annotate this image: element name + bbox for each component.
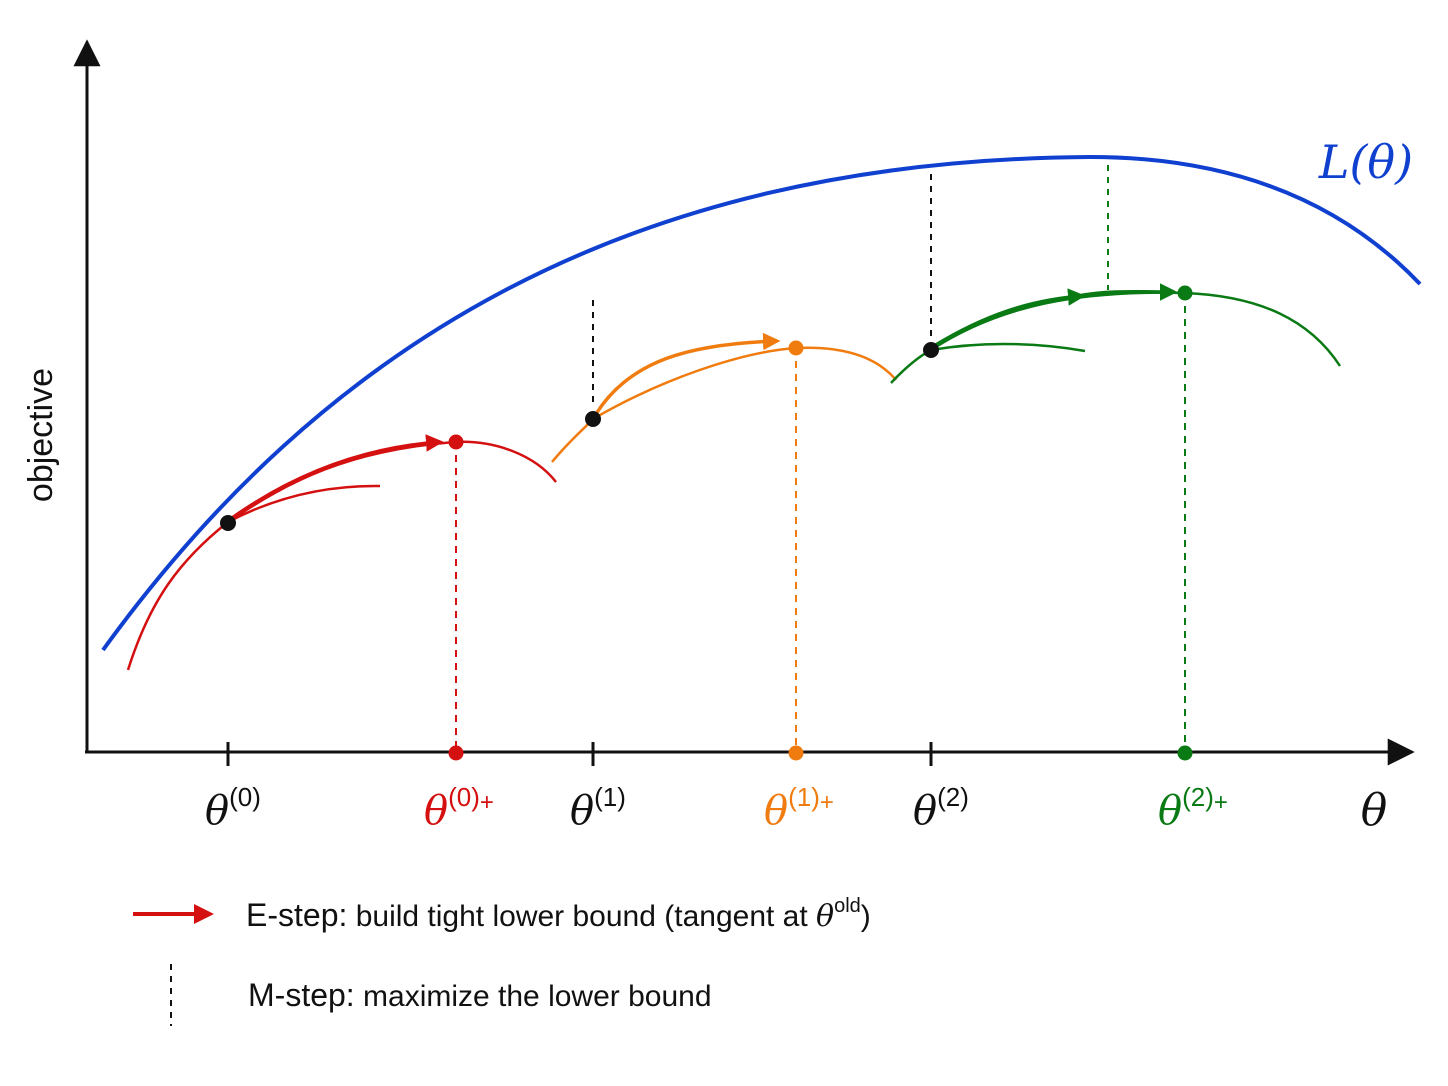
point-theta2-plus bbox=[1177, 285, 1193, 301]
iteration-0-bound bbox=[126, 434, 557, 761]
likelihood-curve-label: L(θ) bbox=[1318, 135, 1413, 189]
lower-bound-2b-curve bbox=[930, 291, 1342, 367]
axis-dot-theta2-plus bbox=[1177, 745, 1193, 761]
axis-dot-theta0-plus bbox=[448, 745, 464, 761]
e-step-arrow-0 bbox=[230, 434, 444, 520]
tick-label-theta1: θ(1) bbox=[570, 782, 626, 834]
point-theta2 bbox=[923, 342, 939, 358]
iteration-2-bound bbox=[890, 165, 1342, 761]
legend-m-step-text: M-step: maximize the lower bound bbox=[248, 977, 712, 1013]
lower-bound-0-curve bbox=[126, 440, 557, 671]
point-theta0 bbox=[220, 515, 236, 531]
tick-label-theta0: θ(0) bbox=[205, 782, 261, 834]
point-theta1 bbox=[585, 411, 601, 427]
tick-label-theta0-plus: θ(0)+ bbox=[424, 782, 494, 834]
iteration-1-bound bbox=[551, 300, 897, 761]
e-step-arrow-1 bbox=[594, 332, 781, 415]
y-axis-label: objective bbox=[22, 368, 60, 502]
legend-e-step-text: E-step: build tight lower bound (tangent… bbox=[246, 895, 871, 934]
tick-label-theta1-plus: θ(1)+ bbox=[764, 782, 834, 834]
lower-bound-2-curve bbox=[890, 342, 1086, 384]
axis-dot-theta1-plus bbox=[788, 745, 804, 761]
e-step-arrow-2a bbox=[933, 288, 1086, 348]
lower-bound-1-curve bbox=[551, 346, 897, 463]
legend: E-step: build tight lower bound (tangent… bbox=[133, 895, 871, 1026]
likelihood-curve bbox=[101, 154, 1422, 652]
point-theta0-plus bbox=[448, 434, 464, 450]
e-step-arrow-2b bbox=[1077, 283, 1178, 301]
point-theta1-plus bbox=[788, 340, 804, 356]
tangent-0-curve bbox=[227, 484, 381, 524]
tick-label-theta2: θ(2) bbox=[913, 782, 969, 834]
x-axis-symbol: θ bbox=[1361, 785, 1388, 836]
tick-label-theta2-plus: θ(2)+ bbox=[1158, 782, 1228, 834]
